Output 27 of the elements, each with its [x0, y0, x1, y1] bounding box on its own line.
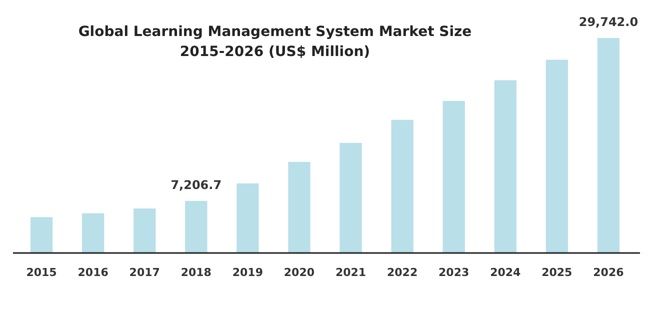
- bar: [134, 208, 156, 253]
- bar: [82, 213, 104, 253]
- bar: [494, 80, 516, 253]
- x-tick-label: 2022: [386, 266, 418, 279]
- x-tick-label: 2016: [78, 266, 109, 279]
- x-tick-label: 2017: [129, 266, 160, 279]
- chart-title: Global Learning Management System Market Size 2015-2026 (US$ Million): [78, 24, 472, 60]
- x-tick-label: 2024: [490, 266, 522, 279]
- x-tick-label: 2019: [232, 266, 264, 279]
- bar: [340, 142, 362, 253]
- x-tick-label: 2015: [26, 266, 57, 279]
- bar: [597, 38, 620, 253]
- bar: [236, 183, 259, 253]
- bar: [288, 162, 310, 253]
- bar: [30, 217, 53, 253]
- x-tick-label: 2023: [438, 266, 470, 279]
- bar: [185, 200, 208, 253]
- data-label: 7,206.7: [170, 178, 222, 192]
- x-tick-label: 2026: [593, 266, 624, 279]
- data-label: 29,742.0: [578, 15, 638, 29]
- bar: [442, 100, 465, 253]
- x-tick-label: 2020: [284, 266, 315, 279]
- bar: [391, 120, 414, 253]
- x-tick-label: 2021: [335, 266, 366, 279]
- x-tick-label: 2025: [542, 266, 572, 279]
- bar: [546, 60, 568, 253]
- x-tick-label: 2018: [180, 266, 212, 279]
